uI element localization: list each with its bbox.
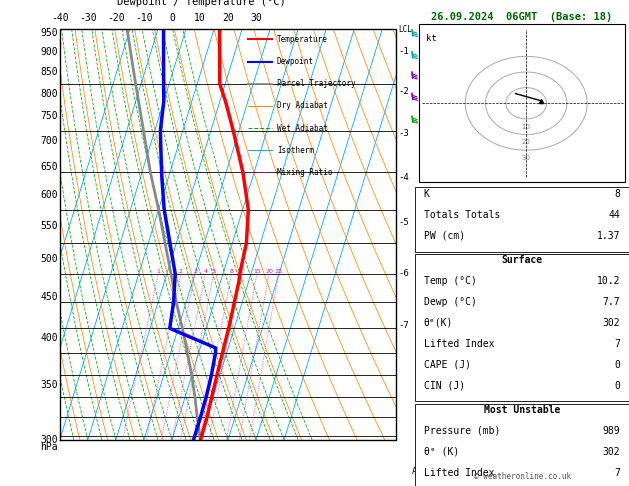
Bar xyxy=(415,254,629,401)
Text: km
ASL: km ASL xyxy=(413,456,427,476)
Text: 650: 650 xyxy=(40,162,58,172)
Text: 5: 5 xyxy=(211,269,216,274)
Text: 7: 7 xyxy=(615,468,620,478)
Text: 8: 8 xyxy=(615,189,620,199)
Text: 10.2: 10.2 xyxy=(597,276,620,286)
Text: -4: -4 xyxy=(398,174,409,182)
Text: 4: 4 xyxy=(203,269,208,274)
Text: 8: 8 xyxy=(230,269,233,274)
Text: kt: kt xyxy=(426,34,437,43)
Text: CAPE (J): CAPE (J) xyxy=(424,360,470,370)
Text: 10: 10 xyxy=(237,269,244,274)
Text: Surface: Surface xyxy=(501,255,543,265)
Text: Dry Adiabat: Dry Adiabat xyxy=(277,102,328,110)
Text: θᵉ(K): θᵉ(K) xyxy=(424,318,453,328)
Text: 10: 10 xyxy=(194,13,206,23)
Text: Wet Adiabat: Wet Adiabat xyxy=(277,123,328,133)
Text: hPa: hPa xyxy=(40,442,58,452)
Text: -10: -10 xyxy=(135,13,153,23)
Text: 302: 302 xyxy=(603,318,620,328)
Text: 44: 44 xyxy=(609,210,620,220)
Text: Pressure (mb): Pressure (mb) xyxy=(424,426,500,436)
Text: PW (cm): PW (cm) xyxy=(424,231,465,241)
Text: 30: 30 xyxy=(521,155,531,161)
Text: -7: -7 xyxy=(398,321,409,330)
Text: 1: 1 xyxy=(157,269,160,274)
Text: Temp (°C): Temp (°C) xyxy=(424,276,477,286)
Text: -30: -30 xyxy=(79,13,97,23)
Text: 300: 300 xyxy=(40,435,58,445)
Text: 950: 950 xyxy=(40,28,58,38)
Text: Isotherm: Isotherm xyxy=(277,146,314,155)
Text: 3: 3 xyxy=(193,269,197,274)
Text: LCL: LCL xyxy=(398,25,412,35)
Text: θᵉ (K): θᵉ (K) xyxy=(424,447,459,457)
Text: Totals Totals: Totals Totals xyxy=(424,210,500,220)
Text: Parcel Trajectory: Parcel Trajectory xyxy=(277,79,355,88)
Text: Lifted Index: Lifted Index xyxy=(424,339,494,349)
Text: 800: 800 xyxy=(40,88,58,99)
Text: 20: 20 xyxy=(521,139,531,145)
Text: 15: 15 xyxy=(253,269,261,274)
Text: CIN (J): CIN (J) xyxy=(424,381,465,391)
Text: 500: 500 xyxy=(40,255,58,264)
Text: -1: -1 xyxy=(398,48,409,56)
Text: 7.7: 7.7 xyxy=(603,297,620,307)
Text: Temperature: Temperature xyxy=(277,35,328,44)
Text: 600: 600 xyxy=(40,190,58,200)
Bar xyxy=(420,24,625,182)
Text: 989: 989 xyxy=(603,426,620,436)
Text: 10: 10 xyxy=(521,124,531,130)
Text: 0: 0 xyxy=(615,381,620,391)
Text: 30: 30 xyxy=(250,13,262,23)
Text: -5: -5 xyxy=(398,218,409,227)
Text: 550: 550 xyxy=(40,221,58,231)
Text: 0: 0 xyxy=(615,360,620,370)
Text: © weatheronline.co.uk: © weatheronline.co.uk xyxy=(474,472,571,481)
Text: -20: -20 xyxy=(107,13,125,23)
Text: 0: 0 xyxy=(169,13,175,23)
Text: -3: -3 xyxy=(398,129,409,138)
Text: 26.09.2024  06GMT  (Base: 18): 26.09.2024 06GMT (Base: 18) xyxy=(431,12,613,22)
Text: Mixing Ratio (g/kg): Mixing Ratio (g/kg) xyxy=(439,187,448,282)
Text: 20: 20 xyxy=(265,269,273,274)
Text: -40: -40 xyxy=(51,13,69,23)
Text: 20: 20 xyxy=(222,13,234,23)
Text: Mixing Ratio: Mixing Ratio xyxy=(277,168,332,177)
Text: 700: 700 xyxy=(40,136,58,146)
Text: 350: 350 xyxy=(40,381,58,390)
Text: Lifted Index: Lifted Index xyxy=(424,468,494,478)
Text: 900: 900 xyxy=(40,47,58,57)
Text: Dewpoint / Temperature (°C): Dewpoint / Temperature (°C) xyxy=(117,0,286,7)
Text: Most Unstable: Most Unstable xyxy=(484,405,560,415)
Text: Dewpoint: Dewpoint xyxy=(277,57,314,66)
Text: 302: 302 xyxy=(603,447,620,457)
Text: 2: 2 xyxy=(179,269,183,274)
Text: 1.37: 1.37 xyxy=(597,231,620,241)
Text: Dewp (°C): Dewp (°C) xyxy=(424,297,477,307)
Text: 750: 750 xyxy=(40,111,58,122)
Text: 450: 450 xyxy=(40,292,58,302)
Text: K: K xyxy=(424,189,430,199)
Text: 400: 400 xyxy=(40,333,58,343)
Text: -6: -6 xyxy=(398,269,409,278)
Bar xyxy=(415,404,629,486)
Text: 850: 850 xyxy=(40,67,58,77)
Text: 7: 7 xyxy=(615,339,620,349)
Text: -2: -2 xyxy=(398,87,409,96)
Text: 25: 25 xyxy=(275,269,282,274)
Bar xyxy=(415,187,629,252)
